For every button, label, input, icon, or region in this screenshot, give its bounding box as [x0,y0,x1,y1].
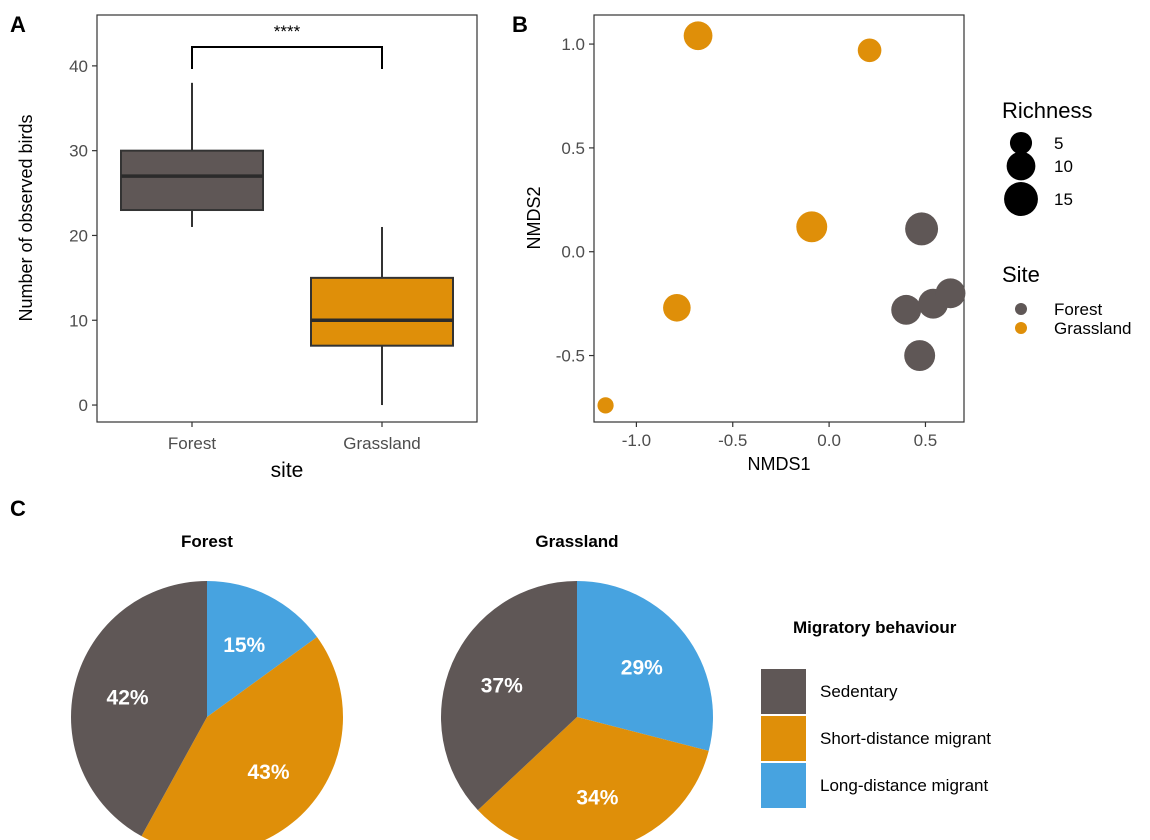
y-tick-label: 30 [69,142,88,161]
bracket-line [191,46,383,69]
y-axis-title: Number of observed birds [16,114,36,321]
point-series [597,21,966,414]
pie-slice-label: 15% [223,634,265,657]
pie-slice [577,581,713,751]
pie-title-grassland: Grassland [535,532,618,551]
y-tick-label: 10 [69,311,88,330]
richness-key-label: 5 [1054,134,1063,153]
pie-slice [71,581,208,837]
richness-key-label: 10 [1054,157,1073,176]
x-axis-ticks: Forest Grassland [168,422,421,453]
x-axis-title: site [271,459,304,482]
point-grassland [796,211,828,243]
legend-label: Short-distance migrant [820,729,991,748]
y-axis-ticks: 0 10 20 30 40 [69,57,97,415]
significance-bracket: **** [191,22,383,69]
pie-slice [441,581,577,811]
x-tick-label: 0.0 [817,431,841,450]
point-forest [904,340,936,372]
site-legend-title: Site [1002,262,1040,287]
pie-title-forest: Forest [181,532,233,551]
pie-slice-label: 43% [247,761,289,784]
x-axis-title: NMDS1 [747,454,810,474]
y-tick-label: -0.5 [556,347,585,366]
y-axis-title: NMDS2 [524,186,544,249]
plot-frame [593,14,965,423]
x-axis-ticks: -1.0 -0.5 0.0 0.5 [622,422,938,450]
pie-slice-label: 29% [621,657,663,680]
point-grassland [857,38,882,63]
panel-letter-c: C [10,496,26,521]
plot-frame [96,14,478,423]
pie-slice [207,581,318,717]
site-key-label: Forest [1054,300,1102,319]
y-tick-label: 0.0 [561,243,585,262]
box-forest [120,149,264,212]
legend-label: Sedentary [820,682,898,701]
panel-letter-b: B [512,12,528,37]
richness-key-label: 15 [1054,190,1073,209]
y-tick-label: 40 [69,57,88,76]
y-axis-ticks: -0.5 0.0 0.5 1.0 [556,35,594,366]
panel-letter-a: A [10,12,26,37]
richness-key-circle [1009,131,1033,155]
legend-label: Long-distance migrant [820,776,988,795]
x-tick-label: -0.5 [718,431,747,450]
point-grassland [663,293,691,322]
migratory-legend: Sedentary Short-distance migrant Long-dist… [759,667,991,810]
richness-key-circle [1004,182,1038,216]
point-forest [891,294,922,325]
y-tick-label: 0.5 [561,139,585,158]
y-tick-label: 0 [79,396,88,415]
pie-panel: Forest Grassland 15% 43% 42% 29% 34% 37% Mig… [71,532,991,840]
legend-swatch [759,714,808,763]
point-grassland [683,21,713,51]
x-tick-label: Grassland [343,434,420,453]
point-forest [935,278,966,309]
site-key-dot [1015,322,1027,334]
x-tick-label: Forest [168,434,216,453]
x-tick-label: 0.5 [914,431,938,450]
site-key-label: Grassland [1054,319,1131,338]
y-tick-label: 1.0 [561,35,585,54]
x-tick-label: -1.0 [622,431,651,450]
site-key-dot [1015,303,1027,315]
point-forest [905,212,939,246]
y-tick-label: 20 [69,226,88,245]
pie-slice-label: 34% [576,786,618,809]
box-series [120,82,454,406]
migratory-legend-title: Migratory behaviour [793,618,957,637]
nmds-panel: -0.5 0.0 0.5 1.0 -1.0 -0.5 0.0 0.5 NMDS2 NMDS1… [524,14,1131,474]
box-grassland [310,276,454,347]
pie-slice-label: 42% [107,687,149,710]
richness-key-circle [1006,151,1036,181]
pie-grassland: 29% 34% 37% [441,581,713,840]
pie-slice-label: 37% [481,674,523,697]
pie-slice [141,637,343,840]
richness-legend-title: Richness [1002,98,1092,123]
boxplot-panel: 0 10 20 30 40 Forest Grassland **** Number of… [16,14,478,482]
significance-label: **** [274,22,301,41]
pie-slice [477,717,709,840]
richness-legend: 5 10 15 [1004,131,1073,216]
legend-swatch [759,761,808,810]
pie-forest: 15% 43% 42% [71,581,343,840]
point-grassland [597,397,614,414]
legend-swatch [759,667,808,716]
